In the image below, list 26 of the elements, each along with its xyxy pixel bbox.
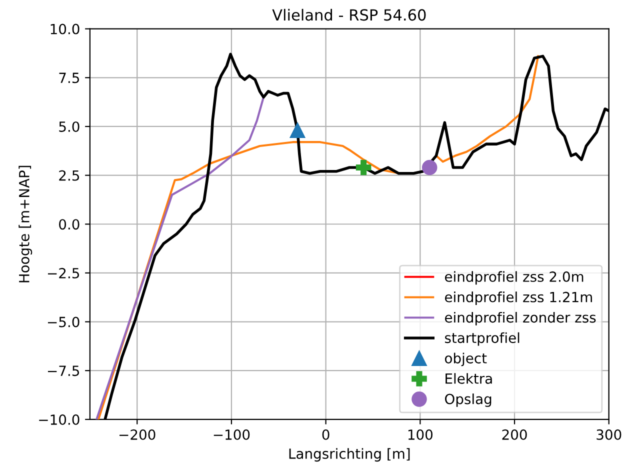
x-tick-label: 0 bbox=[322, 429, 330, 440]
legend-label: Elektra bbox=[446, 373, 492, 384]
x-tick-label: −100 bbox=[214, 429, 250, 440]
legend-label: startprofiel bbox=[444, 332, 520, 346]
y-tick-label: 2.5 bbox=[59, 170, 80, 181]
y-tick-label: −10.0 bbox=[39, 414, 80, 425]
y-tick-label: −2.5 bbox=[48, 268, 80, 278]
y-tick-label: 7.5 bbox=[59, 72, 80, 84]
y-tick-label: 10.0 bbox=[50, 24, 80, 34]
x-axis-title: Langsrichting [m] bbox=[289, 448, 410, 462]
y-tick-label: 5.0 bbox=[59, 121, 80, 132]
legend-label: eindprofiel zonder zss bbox=[445, 312, 596, 326]
legend-label: Opslag bbox=[445, 393, 492, 407]
y-axis-title: Hoogte [m+NAP] bbox=[18, 166, 32, 282]
x-tick-label: 200 bbox=[502, 429, 527, 440]
x-tick-label: −200 bbox=[120, 429, 156, 440]
chart-title: Vlieland - RSP 54.60 bbox=[272, 8, 426, 21]
x-tick-label: 100 bbox=[408, 429, 433, 440]
y-tick-label: 0.0 bbox=[59, 219, 80, 230]
y-tick-label: −7.5 bbox=[48, 366, 80, 376]
line-series bbox=[96, 96, 265, 420]
x-tick-label: 300 bbox=[596, 429, 622, 440]
legend-label: eindprofiel zss 2.0m bbox=[445, 271, 584, 285]
y-tick-label: −5.0 bbox=[48, 316, 80, 328]
legend-label: eindprofiel zss 1.21m bbox=[445, 292, 592, 305]
legend-label: object bbox=[445, 352, 487, 366]
